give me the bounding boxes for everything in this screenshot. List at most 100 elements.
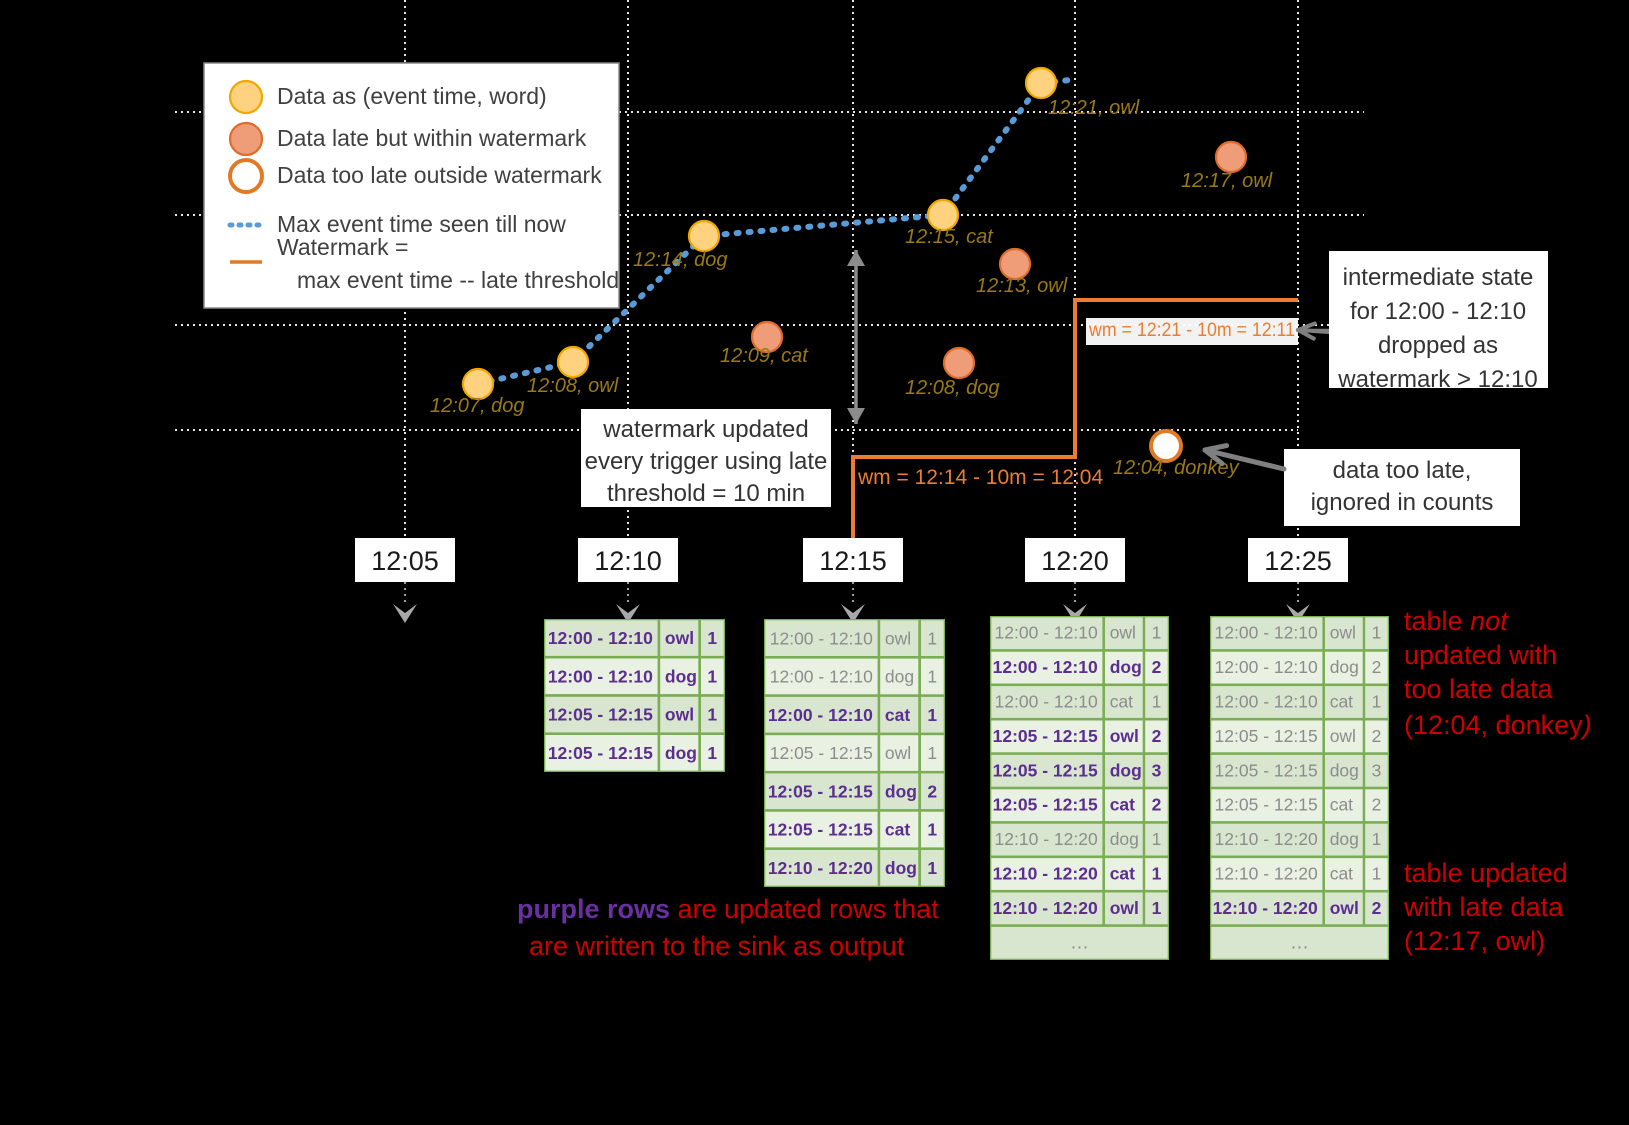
svg-text:…: … [1290, 932, 1309, 953]
svg-text:12:21, owl: 12:21, owl [1048, 97, 1140, 119]
svg-text:cat: cat [885, 820, 910, 840]
svg-text:12:00 - 12:10: 12:00 - 12:10 [993, 657, 1098, 677]
svg-text:1: 1 [927, 820, 937, 840]
svg-text:12:10 - 12:20: 12:10 - 12:20 [993, 898, 1098, 918]
svg-text:intermediate state: intermediate state [1343, 264, 1534, 291]
svg-text:dog: dog [885, 858, 917, 878]
svg-text:12:10 - 12:20: 12:10 - 12:20 [993, 864, 1098, 884]
svg-text:1: 1 [927, 858, 937, 878]
svg-text:12:00 - 12:10: 12:00 - 12:10 [1215, 692, 1318, 712]
svg-text:dog: dog [665, 743, 697, 763]
svg-text:dog: dog [885, 781, 917, 801]
svg-text:1: 1 [707, 667, 717, 687]
svg-text:1: 1 [1152, 898, 1162, 918]
svg-text:12:05 - 12:15: 12:05 - 12:15 [993, 760, 1098, 780]
svg-text:owl: owl [885, 628, 911, 648]
svg-text:2: 2 [927, 781, 937, 801]
svg-text:12:05 - 12:15: 12:05 - 12:15 [768, 820, 873, 840]
svg-text:Data late but within watermark: Data late but within watermark [277, 125, 587, 151]
svg-text:12:00 - 12:10: 12:00 - 12:10 [1215, 657, 1318, 677]
svg-text:owl: owl [665, 628, 694, 648]
svg-text:dog: dog [1330, 657, 1359, 677]
svg-text:12:05 - 12:15: 12:05 - 12:15 [1215, 795, 1318, 815]
svg-text:1: 1 [1152, 692, 1162, 712]
svg-text:12:00 - 12:10: 12:00 - 12:10 [995, 692, 1098, 712]
svg-text:12:07, dog: 12:07, dog [430, 395, 525, 417]
svg-text:wm = 12:14 - 10m = 12:04: wm = 12:14 - 10m = 12:04 [857, 466, 1103, 489]
svg-text:2: 2 [1372, 795, 1382, 815]
svg-text:ignored in counts: ignored in counts [1311, 489, 1494, 516]
svg-text:dog: dog [1330, 760, 1359, 780]
svg-text:12:10 - 12:20: 12:10 - 12:20 [1213, 898, 1318, 918]
svg-text:updated with: updated with [1404, 640, 1557, 670]
svg-text:purple rows are updated rows t: purple rows are updated rows that [517, 894, 939, 924]
svg-text:max event time -- late thresho: max event time -- late threshold [297, 267, 619, 293]
svg-text:1: 1 [1152, 623, 1162, 643]
svg-text:wm = 12:21 - 10m = 12:11: wm = 12:21 - 10m = 12:11 [1088, 320, 1295, 341]
svg-text:table not: table not [1404, 606, 1509, 636]
svg-text:1: 1 [1152, 864, 1162, 884]
svg-text:12:10: 12:10 [594, 546, 662, 576]
svg-text:12:00 - 12:10: 12:00 - 12:10 [548, 628, 653, 648]
svg-text:12:13, owl: 12:13, owl [976, 275, 1068, 297]
svg-text:owl: owl [1330, 726, 1356, 746]
svg-text:3: 3 [1372, 760, 1382, 780]
svg-text:cat: cat [885, 705, 910, 725]
svg-text:1: 1 [707, 705, 717, 725]
svg-text:dog: dog [665, 667, 697, 687]
svg-text:owl: owl [665, 705, 694, 725]
svg-text:12:20: 12:20 [1041, 546, 1109, 576]
svg-text:12:10 - 12:20: 12:10 - 12:20 [768, 858, 873, 878]
svg-text:12:00 - 12:10: 12:00 - 12:10 [548, 667, 653, 687]
svg-text:dog: dog [885, 667, 914, 687]
svg-text:…: … [1070, 932, 1089, 953]
svg-text:12:00 - 12:10: 12:00 - 12:10 [995, 623, 1098, 643]
svg-text:cat: cat [1110, 692, 1133, 712]
svg-text:2: 2 [1152, 657, 1162, 677]
svg-text:1: 1 [927, 705, 937, 725]
svg-text:table updated: table updated [1404, 858, 1568, 888]
svg-text:12:05 - 12:15: 12:05 - 12:15 [770, 743, 873, 763]
svg-text:2: 2 [1372, 657, 1382, 677]
svg-text:12:08, dog: 12:08, dog [905, 377, 1000, 399]
svg-text:3: 3 [1152, 760, 1162, 780]
svg-text:12:25: 12:25 [1264, 546, 1332, 576]
svg-text:are written to the sink as out: are written to the sink as output [529, 931, 905, 961]
svg-text:1: 1 [1372, 829, 1382, 849]
svg-text:12:09, cat: 12:09, cat [720, 345, 809, 367]
svg-text:2: 2 [1152, 726, 1162, 746]
svg-text:12:17, owl: 12:17, owl [1181, 170, 1273, 192]
svg-text:watermark updated: watermark updated [602, 416, 808, 443]
svg-text:Watermark =: Watermark = [277, 234, 408, 260]
svg-text:12:10 - 12:20: 12:10 - 12:20 [995, 829, 1098, 849]
svg-text:12:15, cat: 12:15, cat [905, 226, 994, 248]
svg-text:12:08, owl: 12:08, owl [527, 375, 619, 397]
svg-text:Data too late outside watermar: Data too late outside watermark [277, 162, 602, 188]
svg-text:12:05 - 12:15: 12:05 - 12:15 [548, 705, 653, 725]
svg-text:owl: owl [1330, 898, 1359, 918]
svg-text:too late data: too late data [1404, 674, 1554, 704]
svg-text:dog: dog [1110, 657, 1142, 677]
svg-text:12:00 - 12:10: 12:00 - 12:10 [770, 628, 873, 648]
svg-text:12:00 - 12:10: 12:00 - 12:10 [768, 705, 873, 725]
svg-text:owl: owl [1330, 623, 1356, 643]
svg-text:Data as (event time, word): Data as (event time, word) [277, 83, 547, 109]
svg-text:2: 2 [1372, 726, 1382, 746]
svg-text:12:14, dog: 12:14, dog [633, 249, 728, 271]
svg-text:dog: dog [1110, 829, 1139, 849]
svg-text:every trigger using late: every trigger using late [585, 448, 828, 475]
svg-text:with late data: with late data [1403, 892, 1564, 922]
svg-text:1: 1 [1152, 829, 1162, 849]
svg-text:threshold = 10 min: threshold = 10 min [607, 480, 805, 507]
svg-text:dog: dog [1110, 760, 1142, 780]
svg-text:12:05 - 12:15: 12:05 - 12:15 [993, 726, 1098, 746]
svg-text:data too late,: data too late, [1333, 457, 1472, 484]
svg-text:1: 1 [927, 743, 937, 763]
svg-text:12:00 - 12:10: 12:00 - 12:10 [770, 667, 873, 687]
svg-text:(12:04, donkey): (12:04, donkey) [1404, 710, 1592, 740]
svg-text:12:05 - 12:15: 12:05 - 12:15 [768, 781, 873, 801]
svg-text:1: 1 [1372, 692, 1382, 712]
svg-text:cat: cat [1330, 692, 1353, 712]
svg-text:12:00 - 12:10: 12:00 - 12:10 [1215, 623, 1318, 643]
svg-text:cat: cat [1110, 864, 1135, 884]
